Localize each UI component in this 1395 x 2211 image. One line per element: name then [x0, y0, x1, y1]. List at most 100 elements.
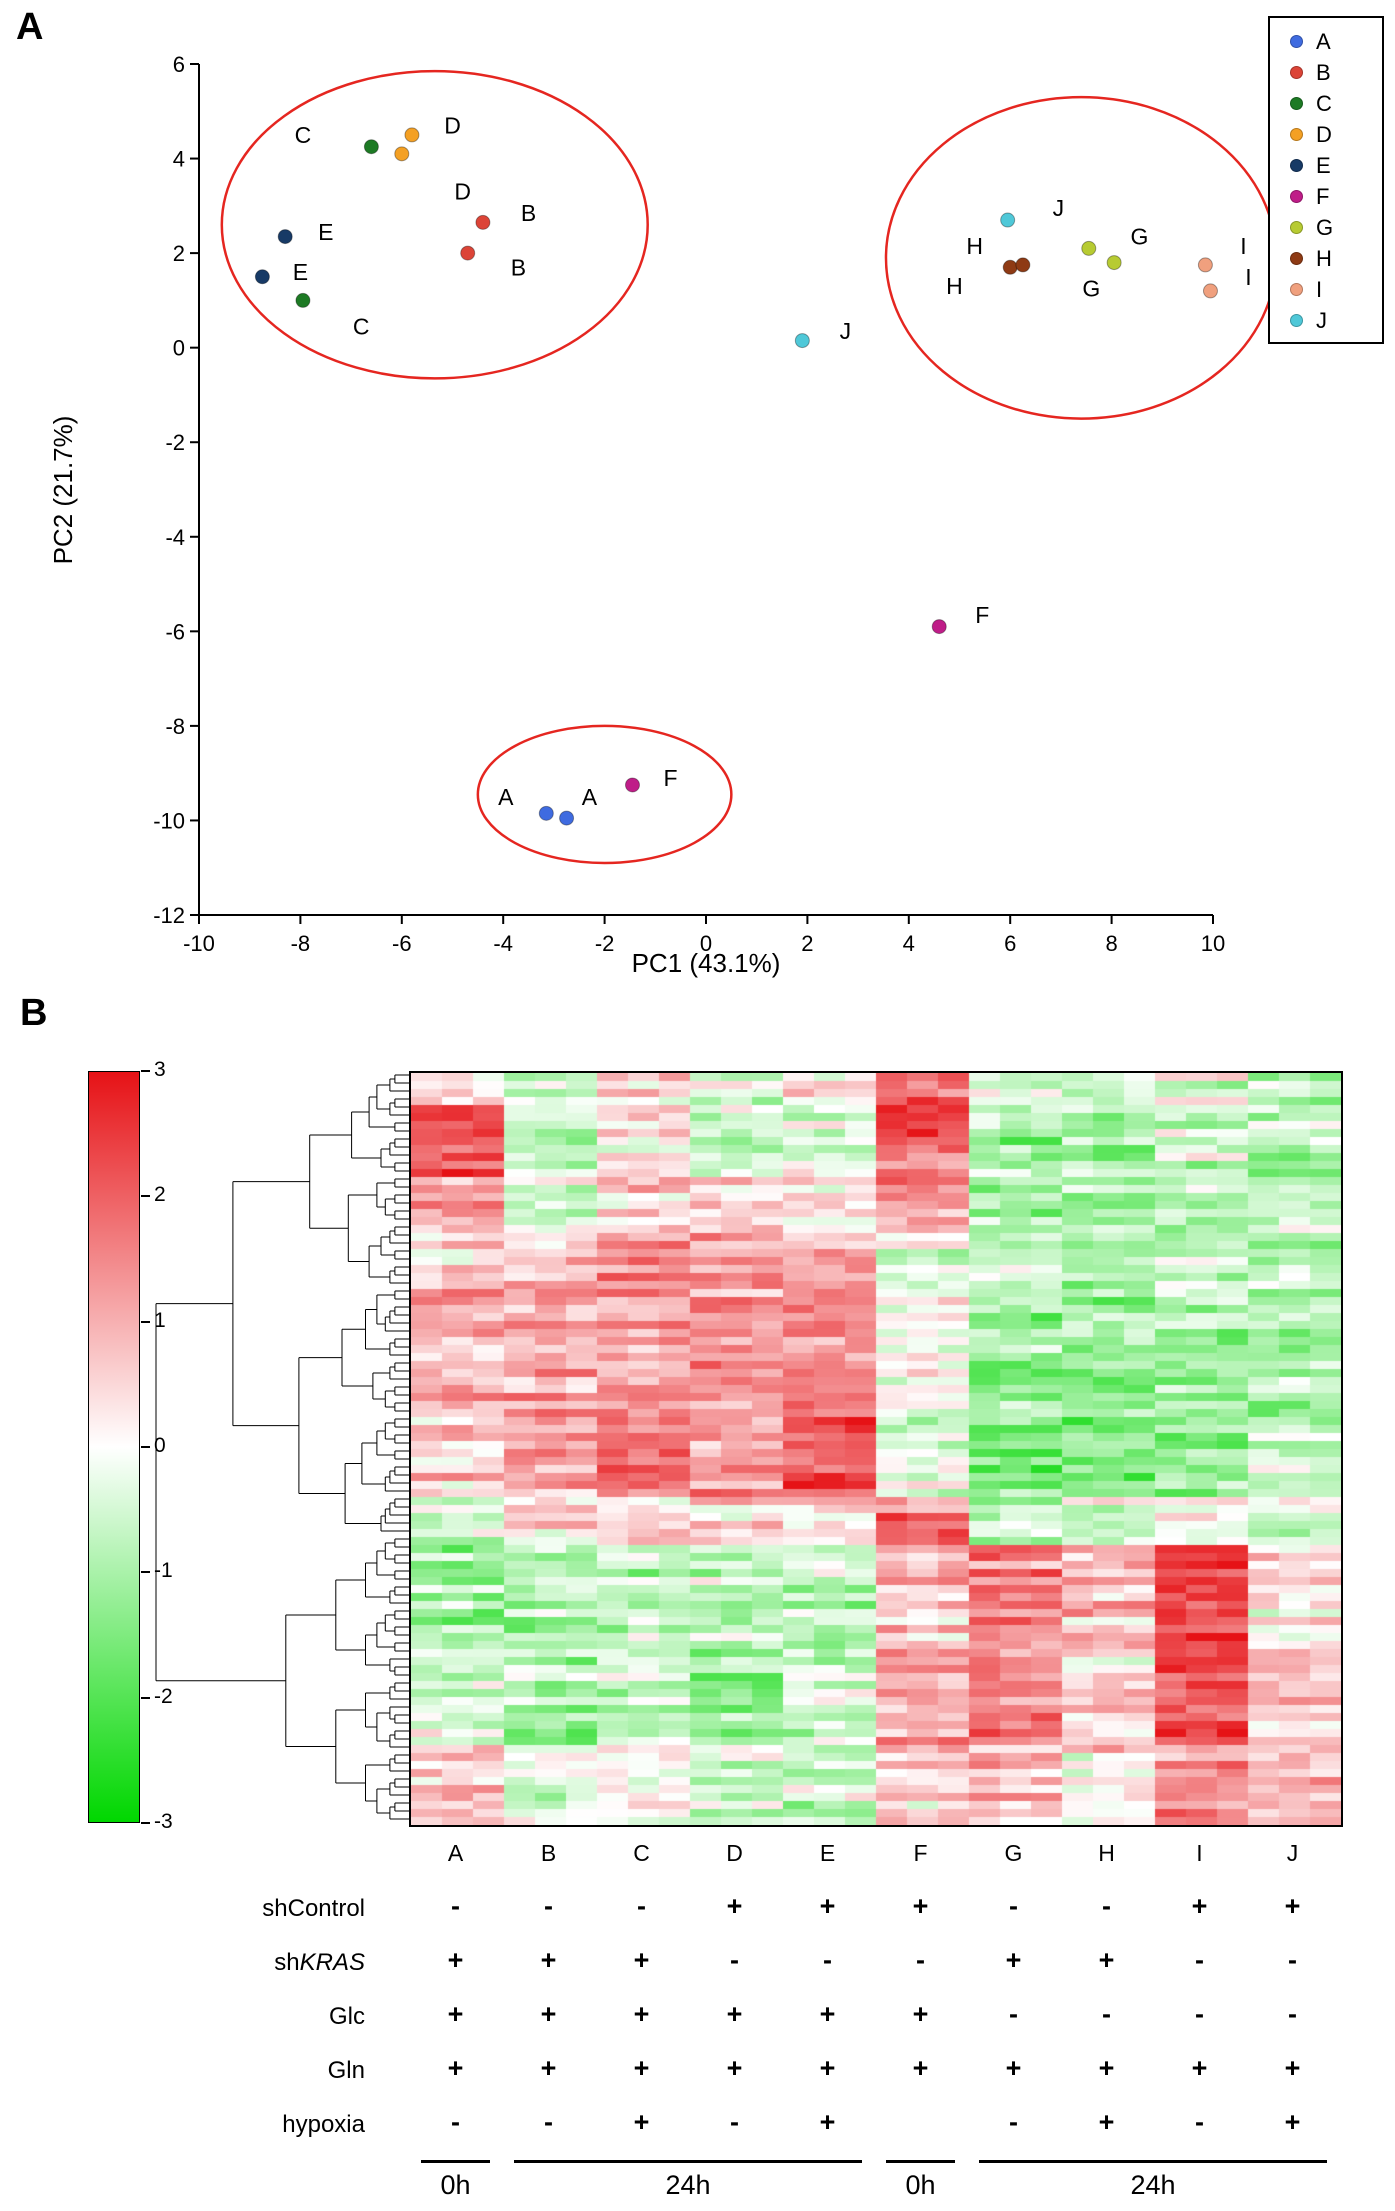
legend-entry: I — [1290, 274, 1382, 305]
colorbar-tick-label: 0 — [154, 1434, 166, 1457]
x-tick-label: -8 — [291, 931, 311, 956]
condition-value: - — [637, 1891, 646, 1921]
x-tick-label: 6 — [1004, 931, 1016, 956]
pca-point — [460, 245, 476, 261]
condition-value: + — [819, 1891, 836, 1921]
y-tick-label: -10 — [153, 808, 185, 833]
condition-value: + — [633, 2053, 650, 2083]
legend-entry: D — [1290, 119, 1382, 150]
condition-value: + — [1098, 2053, 1115, 2083]
time-group-line — [979, 2160, 1327, 2163]
cluster-ellipse — [476, 724, 733, 865]
condition-label-text: Gln — [327, 2057, 365, 2084]
column-letter: I — [1196, 1840, 1203, 1866]
condition-value: - — [451, 2107, 460, 2137]
condition-value: + — [726, 1999, 743, 2029]
time-group-line — [514, 2160, 862, 2163]
colorbar-tick — [141, 1070, 150, 1072]
legend-dot-icon — [1290, 128, 1303, 141]
column-letter: F — [913, 1840, 928, 1866]
legend-entry: H — [1290, 243, 1382, 274]
colorbar-tick-label: 2 — [154, 1183, 166, 1207]
legend-dot-icon — [1290, 252, 1303, 265]
y-tick-label: 2 — [173, 241, 185, 266]
condition-value: + — [912, 1999, 929, 2029]
pca-point — [1197, 257, 1213, 273]
pca-point-label: B — [521, 200, 536, 226]
pca-point — [1002, 259, 1018, 275]
condition-value: + — [447, 1999, 464, 2029]
condition-value: + — [1284, 1891, 1301, 1921]
condition-value: - — [730, 2107, 739, 2137]
condition-value: - — [1009, 1891, 1018, 1921]
condition-label-italic-text: KRAS — [299, 1949, 365, 1976]
panel-b-label: B — [20, 992, 48, 1034]
pca-point — [624, 777, 640, 793]
pca-point — [538, 805, 554, 821]
pca-point — [277, 229, 293, 245]
pca-point-label: J — [1053, 195, 1065, 221]
legend-entry: F — [1290, 181, 1382, 212]
condition-value: + — [1098, 1945, 1115, 1975]
pca-point — [794, 333, 810, 349]
legend-dot-icon — [1290, 283, 1303, 296]
pca-point-label: B — [511, 254, 526, 280]
y-tick-label: -6 — [165, 619, 185, 644]
condition-label-text: shControl — [262, 1895, 365, 1922]
colorbar-tick — [141, 1571, 150, 1574]
legend-label: H — [1316, 245, 1332, 271]
x-tick-label: -2 — [595, 931, 615, 956]
colorbar-tick — [141, 1822, 150, 1824]
legend-dot-icon — [1290, 66, 1303, 79]
condition-value: - — [730, 1945, 739, 1975]
legend-label: D — [1316, 121, 1332, 147]
time-group-label: 0h — [905, 2170, 936, 2200]
pca-point — [1081, 240, 1097, 256]
legend-dot-icon — [1290, 221, 1303, 234]
column-letter: E — [819, 1840, 836, 1866]
condition-value: + — [912, 1891, 929, 1921]
pca-point-label: A — [582, 784, 598, 810]
y-tick-label: -2 — [165, 430, 185, 455]
legend-dot-icon — [1290, 159, 1303, 172]
condition-value: + — [540, 2053, 557, 2083]
legend-entry: J — [1290, 305, 1382, 336]
condition-row-label: Gln — [115, 2057, 365, 2085]
pca-point-label: I — [1245, 264, 1251, 290]
pca-point-label: H — [966, 233, 983, 259]
pca-point-label: D — [444, 112, 461, 138]
cluster-ellipse — [220, 69, 649, 380]
heatmap-colorbar — [88, 1071, 140, 1823]
legend-label: J — [1316, 307, 1327, 333]
colorbar-tick — [141, 1446, 150, 1448]
colorbar-tick-label: 1 — [154, 1308, 166, 1332]
pca-point-label: C — [353, 313, 370, 339]
y-tick-label: 0 — [173, 336, 185, 361]
condition-value: + — [1284, 2107, 1301, 2137]
pca-point-label: F — [663, 765, 677, 791]
condition-value: + — [726, 1891, 743, 1921]
condition-value: + — [819, 2107, 836, 2137]
condition-label-text: Glc — [329, 2003, 365, 2030]
condition-value: + — [1191, 1891, 1208, 1921]
condition-value: - — [544, 1891, 553, 1921]
condition-value: + — [540, 1999, 557, 2029]
condition-value: + — [447, 2053, 464, 2083]
pca-point — [254, 269, 270, 285]
pca-point-label: C — [295, 122, 312, 148]
condition-row-label: Glc — [115, 2003, 365, 2031]
time-group-label: 0h — [440, 2170, 471, 2200]
pca-point-label: E — [293, 259, 308, 285]
pca-scatter-plot: PC1 (43.1%) PC2 (21.7%) -10 -8 -6 -4 -2 0 2 4 6 8… — [48, 52, 1278, 978]
legend-entry: B — [1290, 57, 1382, 88]
column-letter: B — [540, 1840, 557, 1866]
condition-value: + — [633, 2107, 650, 2137]
legend-label: B — [1316, 59, 1331, 85]
column-letter: J — [1286, 1840, 1299, 1866]
pca-point-label: E — [318, 219, 333, 245]
x-tick-label: -10 — [183, 931, 215, 956]
pca-point — [404, 127, 420, 143]
y-tick-label: -8 — [165, 714, 185, 739]
pca-point-label: H — [946, 273, 963, 299]
